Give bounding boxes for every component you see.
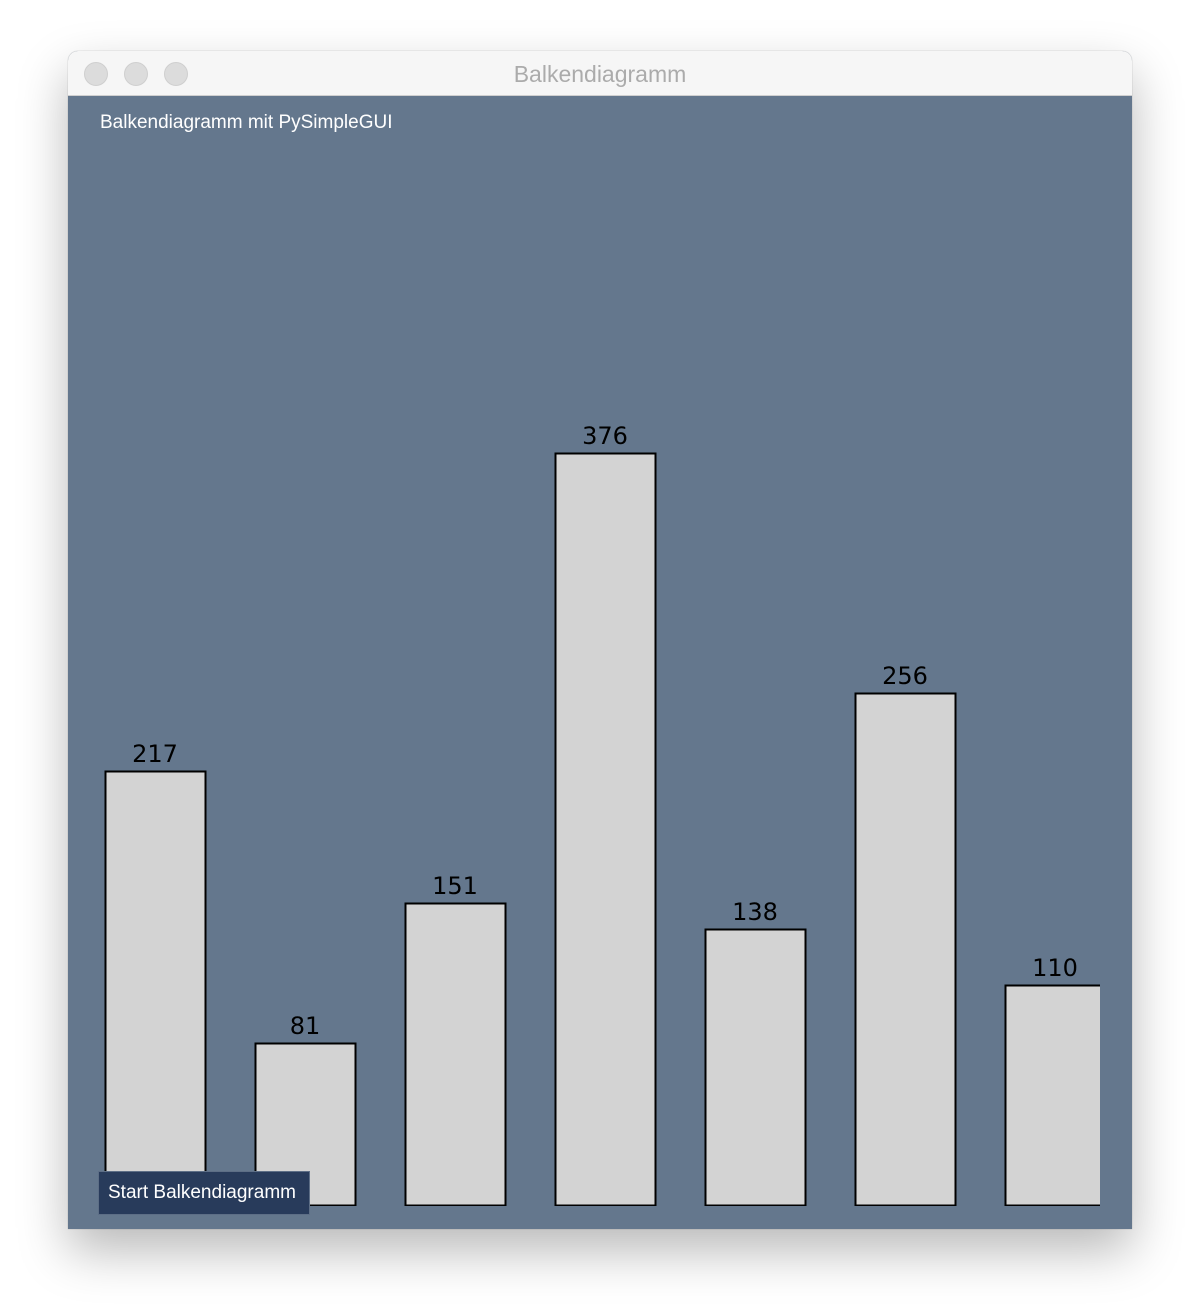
bar-value-label-3: 151 xyxy=(432,872,478,900)
bar-value-label-1: 217 xyxy=(132,740,178,768)
bar-value-label-4: 376 xyxy=(582,422,628,450)
start-chart-button[interactable]: Start Balkendiagramm xyxy=(98,1171,310,1215)
window-content: Balkendiagramm mit PySimpleGUI 217 81 151 3… xyxy=(68,96,1132,1229)
bar-1 xyxy=(104,770,207,1206)
bar-3 xyxy=(404,902,507,1206)
app-window: Balkendiagramm Balkendiagramm mit PySimp… xyxy=(68,51,1132,1229)
bar-chart: 217 81 151 376 138 256 110 xyxy=(104,422,1100,1206)
page-heading: Balkendiagramm mit PySimpleGUI xyxy=(100,112,393,133)
bar-value-label-7: 110 xyxy=(1032,954,1078,982)
bar-value-label-2: 81 xyxy=(290,1012,321,1040)
bar-6 xyxy=(854,692,957,1206)
close-window-icon[interactable] xyxy=(84,62,108,86)
bar-4 xyxy=(554,452,657,1206)
minimize-window-icon[interactable] xyxy=(124,62,148,86)
window-title: Balkendiagramm xyxy=(513,61,687,87)
zoom-window-icon[interactable] xyxy=(164,62,188,86)
bar-5 xyxy=(704,928,807,1206)
bar-value-label-6: 256 xyxy=(882,662,928,690)
bar-7 xyxy=(1004,984,1100,1206)
bar-value-label-5: 138 xyxy=(732,898,778,926)
title-bar[interactable]: Balkendiagramm xyxy=(68,51,1132,96)
